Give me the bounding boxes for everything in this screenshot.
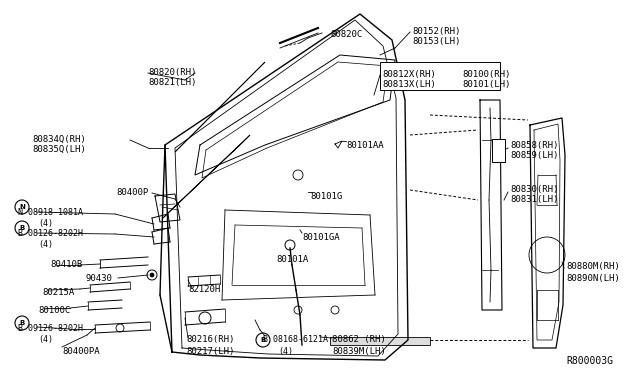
Text: 80820C: 80820C (330, 30, 362, 39)
Text: R800003G: R800003G (566, 356, 613, 366)
Text: 80834Q(RH): 80834Q(RH) (32, 135, 86, 144)
FancyBboxPatch shape (330, 337, 430, 345)
FancyBboxPatch shape (492, 138, 504, 161)
Text: 82120H: 82120H (188, 285, 220, 294)
Text: B 08168-6121A: B 08168-6121A (263, 335, 328, 344)
Text: 80835Q(LH): 80835Q(LH) (32, 145, 86, 154)
Text: 80859(LH): 80859(LH) (510, 151, 558, 160)
Circle shape (150, 273, 154, 277)
Text: (4): (4) (38, 240, 53, 249)
Text: 80217(LH): 80217(LH) (186, 347, 234, 356)
Text: 80101AA: 80101AA (346, 141, 383, 150)
Text: B 08126-8202H: B 08126-8202H (18, 229, 83, 238)
Text: (4): (4) (38, 219, 53, 228)
Text: B: B (260, 337, 266, 343)
Text: B: B (19, 225, 24, 231)
Text: 80100(RH): 80100(RH) (462, 70, 510, 79)
Text: 80216(RH): 80216(RH) (186, 335, 234, 344)
Text: 80821(LH): 80821(LH) (148, 78, 196, 87)
Text: B 09126-8202H: B 09126-8202H (18, 324, 83, 333)
Text: N 08918-1081A: N 08918-1081A (18, 208, 83, 217)
Text: 80858(RH): 80858(RH) (510, 141, 558, 150)
Text: 80215A: 80215A (42, 288, 74, 297)
Text: 80101GA: 80101GA (302, 233, 340, 242)
Polygon shape (175, 62, 265, 152)
Text: 80839M(LH): 80839M(LH) (332, 347, 386, 356)
Text: (4): (4) (38, 335, 53, 344)
Text: 80400P: 80400P (116, 188, 148, 197)
Text: N: N (19, 204, 25, 210)
Text: 80101A: 80101A (276, 255, 308, 264)
Text: 80831(LH): 80831(LH) (510, 195, 558, 204)
Text: 80813X(LH): 80813X(LH) (382, 80, 436, 89)
FancyBboxPatch shape (380, 62, 500, 90)
Text: 80862 (RH): 80862 (RH) (332, 335, 386, 344)
Text: 90430: 90430 (85, 274, 112, 283)
Text: 80101(LH): 80101(LH) (462, 80, 510, 89)
Text: 80880M(RH): 80880M(RH) (566, 262, 620, 271)
Text: 80152(RH): 80152(RH) (412, 27, 460, 36)
Text: 80400PA: 80400PA (62, 347, 100, 356)
Text: 80410B: 80410B (50, 260, 83, 269)
Text: 80812X(RH): 80812X(RH) (382, 70, 436, 79)
Text: B: B (19, 320, 24, 326)
Text: 80101G: 80101G (310, 192, 342, 201)
Text: 80153(LH): 80153(LH) (412, 37, 460, 46)
Text: 80100C: 80100C (38, 306, 70, 315)
Text: (4): (4) (278, 347, 293, 356)
Text: 80890N(LH): 80890N(LH) (566, 274, 620, 283)
Polygon shape (163, 135, 250, 218)
Text: 80820(RH): 80820(RH) (148, 68, 196, 77)
Text: 80830(RH): 80830(RH) (510, 185, 558, 194)
